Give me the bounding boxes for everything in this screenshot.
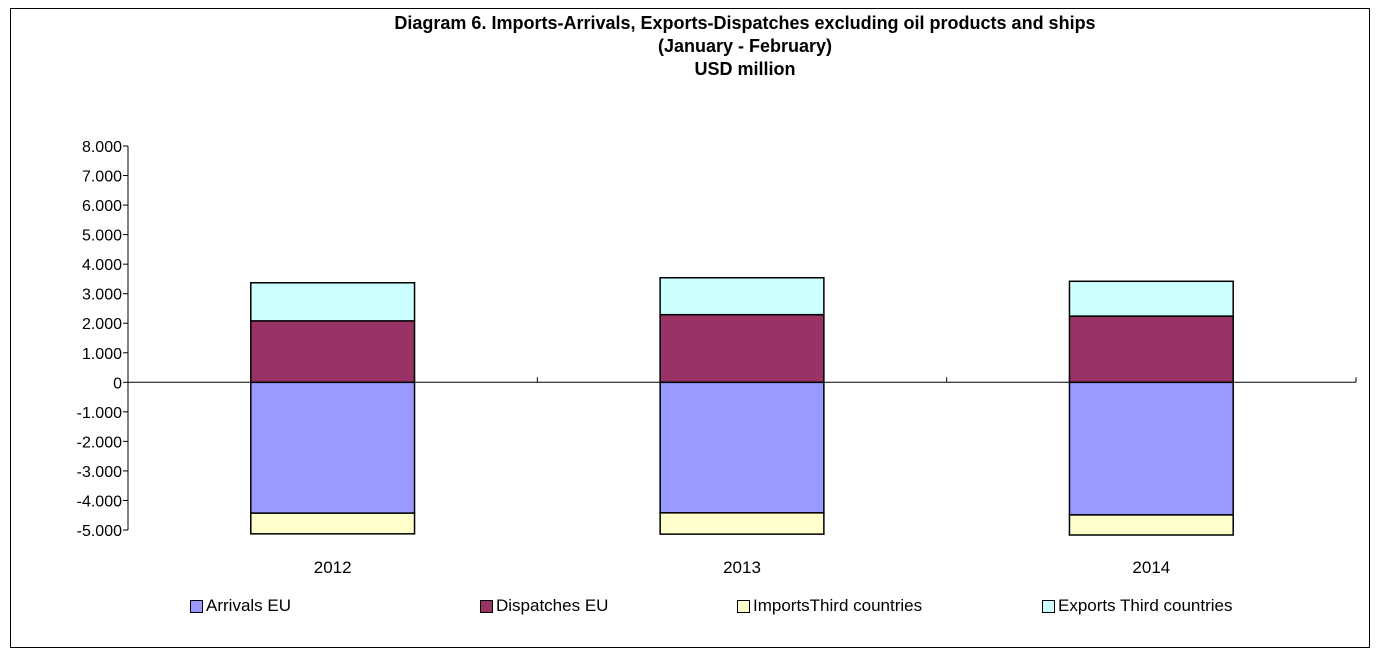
x-category-label: 2012 (314, 558, 352, 577)
legend-label: Exports Third countries (1058, 596, 1233, 615)
legend-label: Arrivals EU (206, 596, 292, 615)
y-tick-label: -4.000 (77, 493, 122, 510)
legend-swatch (1042, 599, 1055, 613)
legend-item: ImportsThird countries (737, 596, 922, 616)
legend-swatch (190, 599, 203, 613)
bar-dispatches-eu-2012 (250, 320, 416, 384)
bar-exports-third-countries-2013 (659, 276, 825, 316)
legend-item: Dispatches EU (480, 596, 608, 616)
bar-arrivals-eu-2014 (1068, 381, 1234, 516)
legend-label: ImportsThird countries (753, 596, 923, 615)
legend-swatch (480, 599, 493, 613)
chart-title-line-2: (January - February) (657, 36, 833, 56)
legend-item: Exports Third countries (1042, 596, 1232, 616)
bar-dispatches-eu-2014 (1068, 315, 1234, 384)
y-tick-label: -1.000 (77, 405, 122, 422)
y-tick-label: -2.000 (77, 434, 122, 451)
bar-dispatches-eu-2013 (659, 313, 825, 384)
bar-importsthird-countries-2012 (250, 512, 416, 535)
x-category-label: 2014 (1132, 558, 1170, 577)
y-tick-label: 1.000 (82, 346, 122, 363)
legend: Arrivals EU Dispatches EU ImportsThird cou… (0, 596, 1380, 620)
bar-exports-third-countries-2014 (1068, 280, 1234, 317)
y-tick-label: 5.000 (82, 228, 122, 245)
y-tick-label: -3.000 (77, 464, 122, 481)
legend-swatch (737, 599, 750, 613)
x-category-label: 2013 (723, 558, 761, 577)
y-tick-label: 8.000 (82, 139, 122, 156)
bar-importsthird-countries-2013 (659, 512, 825, 535)
y-tick-label: 7.000 (82, 169, 122, 186)
legend-item: Arrivals EU (190, 596, 291, 616)
plot-bottom-mask (129, 536, 1357, 539)
y-tick-label: 3.000 (82, 287, 122, 304)
bar-exports-third-countries-2012 (250, 282, 416, 322)
chart-title-line-3: USD million (694, 59, 796, 79)
chart-plot: 8.000 7.000 6.000 5.000 4.000 3.000 2.000 1.000… (77, 139, 1357, 577)
y-tick-label: 4.000 (82, 257, 122, 274)
y-tick-label: 0 (113, 375, 122, 392)
legend-label: Dispatches EU (496, 596, 609, 615)
chart-title: Diagram 6. Imports-Arrivals, Exports-Dis… (130, 12, 1360, 81)
bar-arrivals-eu-2013 (659, 381, 825, 514)
y-tick-label: -5.000 (77, 523, 122, 540)
bar-importsthird-countries-2014 (1068, 514, 1234, 536)
bar-arrivals-eu-2012 (250, 381, 416, 514)
y-tick-label: 6.000 (82, 198, 122, 215)
chart-title-line-1: Diagram 6. Imports-Arrivals, Exports-Dis… (394, 13, 1096, 33)
y-tick-label: 2.000 (82, 316, 122, 333)
